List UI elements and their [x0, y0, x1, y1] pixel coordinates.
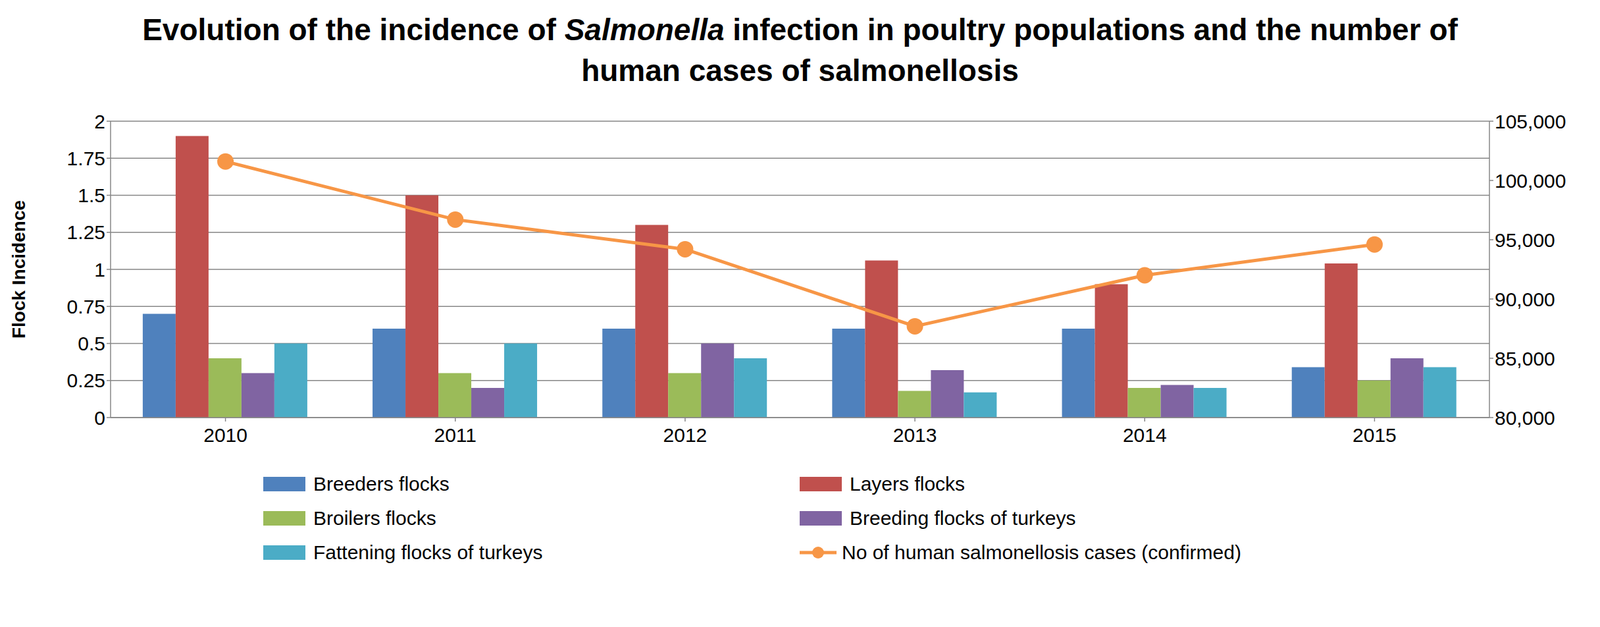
svg-text:0: 0 — [94, 406, 106, 429]
svg-text:0.75: 0.75 — [67, 295, 106, 318]
html-text:Fattening flocks of turkeys: Fattening flocks of turkeys — [313, 541, 543, 563]
svg-text:90,000: 90,000 — [1494, 288, 1556, 310]
svg-text:1.5: 1.5 — [77, 184, 106, 207]
svg-text:2014: 2014 — [1122, 423, 1167, 446]
svg-text:2015: 2015 — [1352, 423, 1397, 446]
svg-text:2013: 2013 — [893, 423, 938, 446]
svg-text:2: 2 — [94, 110, 106, 133]
svg-text:Flock Incidence: Flock Incidence — [8, 200, 29, 339]
svg-text:105,000: 105,000 — [1494, 110, 1566, 133]
svg-text:1: 1 — [94, 258, 106, 281]
html-text:No of human salmonellosis case: No of human salmonellosis cases (confirm… — [841, 541, 1242, 563]
svg-text:95,000: 95,000 — [1494, 229, 1556, 251]
svg-text:1.75: 1.75 — [67, 147, 106, 170]
html-text:Breeding flocks of turkeys: Breeding flocks of turkeys — [849, 506, 1076, 529]
svg-text:0.25: 0.25 — [67, 369, 106, 391]
html-text:Breeders flocks: Breeders flocks — [313, 472, 450, 495]
svg-text:2011: 2011 — [433, 423, 477, 446]
html-text:Layers flocks: Layers flocks — [849, 472, 965, 495]
html-text:Evolution of the incidence of: Evolution of the incidence of Salmonella… — [142, 12, 1458, 47]
svg-text:85,000: 85,000 — [1494, 347, 1556, 370]
html-text:human cases of salmonellosis: human cases of salmonellosis — [581, 53, 1019, 88]
svg-text:1.25: 1.25 — [67, 221, 106, 243]
svg-text:100,000: 100,000 — [1494, 169, 1566, 192]
svg-text:80,000: 80,000 — [1494, 406, 1556, 429]
svg-text:2012: 2012 — [663, 423, 708, 446]
svg-text:0.5: 0.5 — [77, 332, 106, 355]
svg-text:2010: 2010 — [203, 423, 248, 446]
html-text:Broilers flocks: Broilers flocks — [313, 506, 437, 529]
